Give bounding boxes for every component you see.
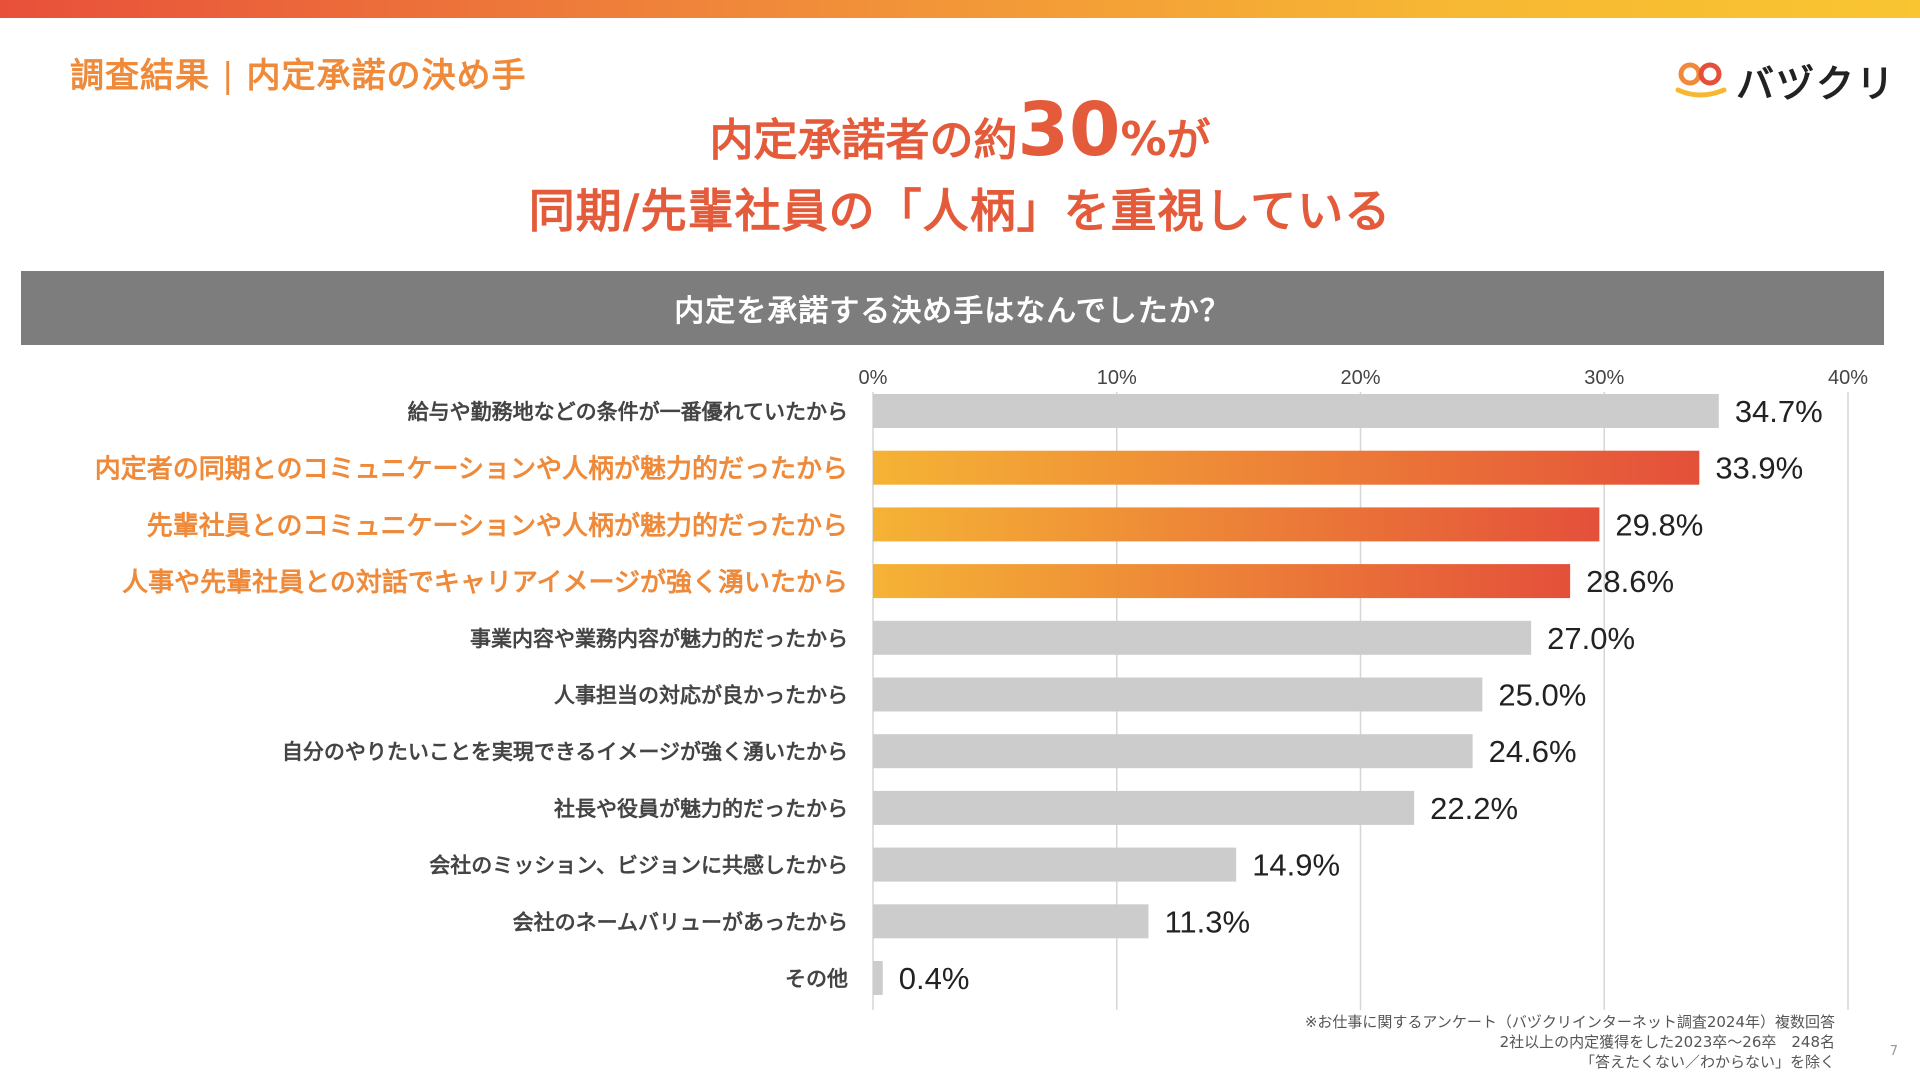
category-label: 先輩社員とのコミュニケーションや人柄が魅力的だったから xyxy=(147,510,848,541)
category-label: 会社のミッション、ビジョンに共感したから xyxy=(429,854,848,878)
bar xyxy=(873,394,1719,428)
value-label: 0.4% xyxy=(899,961,970,996)
brand-logo: バヅクリ xyxy=(1672,58,1896,106)
logo-mark-icon xyxy=(1675,62,1727,98)
category-label: 給与や勤務地などの条件が一番優れていたから xyxy=(408,400,848,424)
value-label: 27.0% xyxy=(1547,621,1635,656)
category-label: 人事や先輩社員との対話でキャリアイメージが強く湧いたから xyxy=(122,567,848,598)
bar-highlighted xyxy=(873,507,1600,542)
category-label: 会社のネームバリューがあったから xyxy=(513,910,848,934)
headline-line1-post: が xyxy=(1166,115,1211,166)
headline-unit: % xyxy=(1120,112,1167,166)
bar-highlighted xyxy=(873,564,1571,599)
logo-text: バヅクリ xyxy=(1736,61,1897,106)
value-label: 29.8% xyxy=(1615,507,1703,542)
bar xyxy=(873,847,1237,882)
section-label-separator: | xyxy=(222,56,235,96)
footnote-line3: 「答えたくない／わからない」を除く xyxy=(1579,1053,1835,1071)
bar xyxy=(873,904,1149,939)
value-label: 14.9% xyxy=(1252,848,1340,883)
x-tick-label: 30% xyxy=(1584,367,1624,389)
category-label: 自分のやりたいことを実現できるイメージが強く湧いたから xyxy=(282,740,848,764)
bar xyxy=(873,677,1483,712)
section-label: 調査結果 | 内定承諾の決め手 xyxy=(70,48,526,97)
page-number: 7 xyxy=(1889,1044,1898,1059)
value-label: 33.9% xyxy=(1715,451,1803,486)
headline: 内定承諾者の約30%が 同期/先輩社員の「人柄」を重視している xyxy=(0,92,1920,243)
footnote: ※お仕事に関するアンケート（バヅクリインターネット調査2024年）複数回答 2社… xyxy=(1305,1012,1835,1072)
footnote-line2: 2社以上の内定獲得をした2023卒〜26卒 248名 xyxy=(1499,1033,1835,1051)
value-label: 11.3% xyxy=(1164,904,1250,939)
bar xyxy=(873,790,1415,825)
section-label-sub: 内定承諾の決め手 xyxy=(246,56,527,96)
headline-line2: 同期/先輩社員の「人柄」を重視している xyxy=(528,184,1392,238)
x-tick-label: 10% xyxy=(1097,367,1137,389)
footnote-line1: ※お仕事に関するアンケート（バヅクリインターネット調査2024年）複数回答 xyxy=(1304,1013,1835,1031)
section-label-main: 調査結果 xyxy=(70,56,210,96)
top-gradient-band xyxy=(0,0,1920,18)
question-banner: 内定を承諾する決め手はなんでしたか？ xyxy=(21,271,1884,345)
bar xyxy=(873,961,883,995)
question-text: 内定を承諾する決め手はなんでしたか？ xyxy=(674,294,1231,329)
headline-line1-pre: 内定承諾者の約 xyxy=(709,115,1018,166)
headline-number: 30 xyxy=(1017,87,1121,173)
bar-highlighted xyxy=(873,450,1700,485)
bar xyxy=(873,620,1532,655)
value-label: 22.2% xyxy=(1430,791,1518,826)
value-label: 28.6% xyxy=(1586,564,1674,599)
category-label: 社長や役員が魅力的だったから xyxy=(553,797,848,821)
x-tick-label: 40% xyxy=(1828,367,1868,389)
headline-line1: 内定承諾者の約30%が xyxy=(0,92,1920,179)
value-label: 25.0% xyxy=(1498,678,1586,713)
category-label: 事業内容や業務内容が魅力的だったから xyxy=(470,627,848,651)
category-label: 内定者の同期とのコミュニケーションや人柄が魅力的だったから xyxy=(95,454,848,485)
category-label: その他 xyxy=(785,967,848,991)
value-label: 24.6% xyxy=(1489,734,1577,769)
value-label: 34.7% xyxy=(1735,394,1823,429)
x-tick-label: 20% xyxy=(1340,367,1380,389)
x-tick-label: 0% xyxy=(859,367,888,389)
category-label: 人事担当の対応が良かったから xyxy=(554,684,848,708)
bar xyxy=(873,734,1473,769)
